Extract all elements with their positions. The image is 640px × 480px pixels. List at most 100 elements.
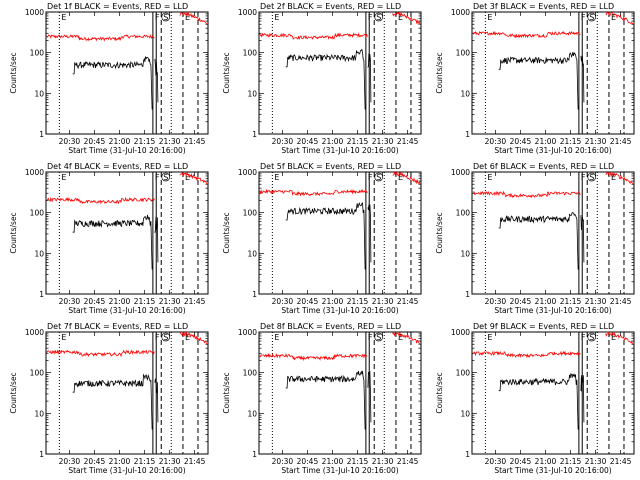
x-tick-label: 20:45 (297, 457, 319, 466)
series-events-tail (154, 216, 159, 263)
x-axis-label: Start Time (31-Jul-10 20:16:00) (494, 146, 611, 155)
marker-label: E (398, 173, 403, 182)
marker-label: S (589, 333, 594, 342)
x-tick-label: 20:30 (272, 137, 294, 146)
y-tick-label: 1000 (25, 328, 44, 337)
marker-label: E (185, 173, 190, 182)
series-events-tail (580, 375, 585, 423)
marker-circle (161, 332, 171, 342)
x-tick-label: 21:30 (585, 457, 607, 466)
x-axis-label: Start Time (31-Jul-10 20:16:00) (68, 146, 185, 155)
y-tick-label: 1 (465, 130, 470, 139)
x-tick-label: 21:00 (322, 137, 344, 146)
panel-det-8: Det 8f BLACK = Events, RED = LLD 1 10 100 10… (222, 322, 422, 475)
panel-title: Det 9f BLACK = Events, RED = LLD (473, 322, 614, 331)
marker-label: F (581, 173, 586, 182)
series-lld (259, 188, 368, 197)
series-lld-late (605, 11, 634, 25)
y-tick-label: 100 (456, 369, 471, 378)
marker-circle (587, 12, 597, 22)
panel-title: Det 5f BLACK = Events, RED = LLD (260, 162, 401, 171)
x-tick-label: 20:30 (59, 137, 81, 146)
marker-label: S (376, 13, 381, 22)
panel-title: Det 8f BLACK = Events, RED = LLD (260, 322, 401, 331)
x-tick-label: 21:45 (184, 457, 206, 466)
marker-label: E (611, 333, 616, 342)
marker-label: S (163, 13, 168, 22)
series-lld (46, 349, 155, 358)
x-tick-label: 21:45 (184, 137, 206, 146)
y-tick-label: 1 (465, 290, 470, 299)
series-lld-late (179, 331, 208, 344)
y-tick-label: 1 (465, 450, 470, 459)
x-tick-label: 20:30 (272, 297, 294, 306)
x-tick-label: 21:15 (560, 137, 582, 146)
plot-frame (258, 171, 422, 295)
y-tick-label: 100 (243, 209, 258, 218)
marker-label: E (61, 173, 66, 182)
marker-circle (374, 12, 384, 22)
panel-title: Det 7f BLACK = Events, RED = LLD (47, 322, 188, 331)
series-events (498, 372, 579, 430)
x-tick-label: 21:00 (109, 457, 131, 466)
series-lld-late (605, 331, 634, 344)
panel-det-9: Det 9f BLACK = Events, RED = LLD 1 10 100 10… (435, 322, 635, 475)
marker-label: S (589, 173, 594, 182)
x-tick-label: 21:45 (610, 137, 632, 146)
x-tick-label: 21:00 (322, 457, 344, 466)
plot-frame (258, 331, 422, 455)
marker-circle (587, 172, 597, 182)
x-tick-label: 21:45 (184, 297, 206, 306)
x-tick-label: 21:15 (134, 137, 156, 146)
marker-label: E (487, 173, 492, 182)
y-tick-label: 1000 (238, 168, 257, 177)
panel-title: Det 1f BLACK = Events, RED = LLD (47, 2, 188, 11)
series-lld-late (605, 171, 634, 184)
y-tick-label: 1 (252, 450, 257, 459)
marker-circle (587, 332, 597, 342)
y-axis-label: Counts/sec (435, 212, 444, 253)
marker-label: E (487, 333, 492, 342)
x-tick-label: 20:45 (510, 297, 532, 306)
series-lld-late (179, 11, 208, 24)
y-tick-label: 10 (460, 89, 470, 98)
plot-frame (258, 11, 422, 135)
x-tick-label: 21:45 (397, 297, 419, 306)
series-lld-late (392, 171, 421, 185)
x-tick-label: 20:30 (485, 137, 507, 146)
marker-label: E (274, 13, 279, 22)
y-tick-label: 100 (30, 209, 45, 218)
x-axis-label: Start Time (31-Jul-10 20:16:00) (281, 146, 398, 155)
x-tick-label: 20:30 (59, 297, 81, 306)
x-tick-label: 21:15 (134, 297, 156, 306)
x-axis-label: Start Time (31-Jul-10 20:16:00) (68, 306, 185, 315)
y-axis-label: Counts/sec (435, 372, 444, 413)
marker-label: F (581, 333, 586, 342)
marker-label: E (611, 173, 616, 182)
series-events-tail (367, 204, 372, 263)
y-tick-label: 1000 (25, 8, 44, 17)
marker-label: E (185, 333, 190, 342)
marker-label: E (398, 333, 403, 342)
panel-det-6: Det 6f BLACK = Events, RED = LLD 1 10 100 10… (435, 162, 635, 315)
y-tick-label: 1000 (238, 8, 257, 17)
panel-det-1: Det 1f BLACK = Events, RED = LLD 1 10 100 10… (9, 2, 209, 155)
series-events (72, 56, 153, 110)
y-tick-label: 1000 (451, 168, 470, 177)
y-tick-label: 10 (460, 409, 470, 418)
x-tick-label: 21:15 (347, 137, 369, 146)
x-tick-label: 21:00 (322, 297, 344, 306)
panel-det-2: Det 2f BLACK = Events, RED = LLD 1 10 100 10… (222, 2, 422, 155)
series-events (285, 201, 366, 270)
x-tick-label: 21:30 (585, 137, 607, 146)
series-lld (259, 353, 368, 362)
series-events (498, 211, 579, 270)
series-lld (259, 32, 368, 41)
series-events (72, 373, 153, 430)
series-lld (472, 350, 581, 359)
x-tick-label: 21:00 (535, 297, 557, 306)
series-events-tail (367, 53, 372, 103)
y-tick-label: 1 (39, 450, 44, 459)
marker-label: E (398, 13, 403, 22)
